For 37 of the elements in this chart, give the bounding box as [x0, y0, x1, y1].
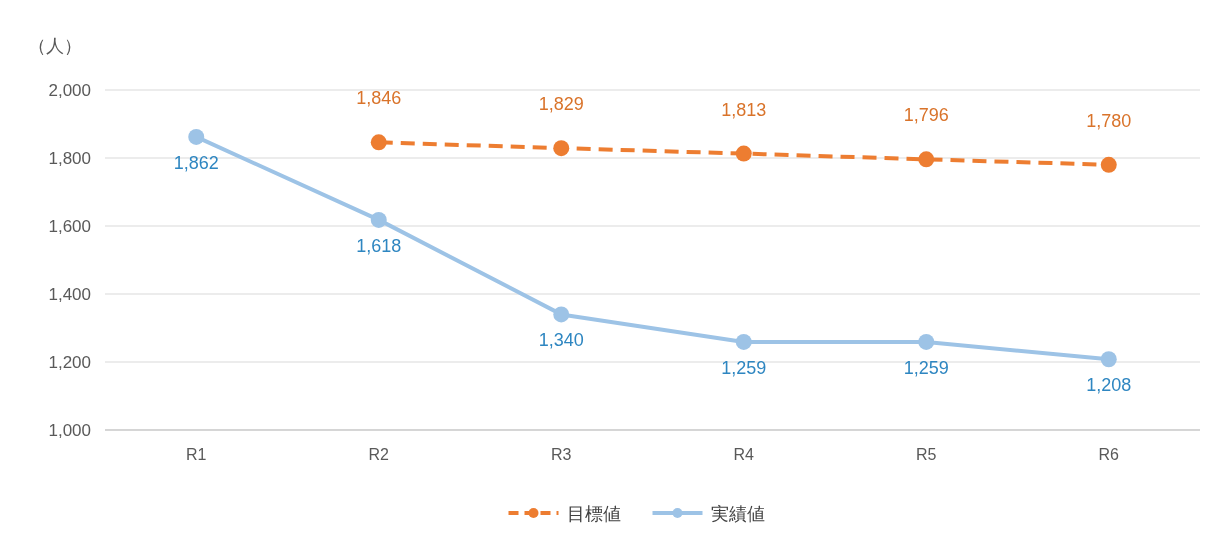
data-label: 1,846 — [356, 88, 402, 109]
legend-label: 実績値 — [710, 504, 765, 524]
point — [553, 140, 570, 157]
point — [1100, 156, 1117, 173]
x-tick-label: R5 — [916, 446, 937, 463]
x-tick-label: R4 — [733, 446, 755, 463]
data-label: 1,618 — [356, 235, 402, 256]
data-label: 1,780 — [1086, 110, 1132, 131]
point — [553, 306, 570, 323]
data-label: 1,340 — [538, 330, 584, 351]
data-label: 1,208 — [1086, 375, 1132, 396]
data-label: 1,259 — [721, 357, 767, 378]
y-tick-label: 2,000 — [48, 81, 91, 100]
x-tick-label: R2 — [368, 446, 390, 463]
point — [188, 128, 205, 145]
data-label: 1,259 — [903, 357, 949, 378]
point — [370, 211, 387, 228]
legend-label: 目標値 — [566, 504, 621, 524]
point — [735, 333, 752, 350]
point — [735, 145, 752, 162]
data-label: 1,829 — [538, 94, 584, 115]
y-tick-label: 1,600 — [48, 217, 91, 236]
y-tick-label: 1,800 — [48, 149, 91, 168]
x-tick-label: R3 — [551, 446, 572, 463]
point — [918, 333, 935, 350]
data-label: 1,796 — [903, 105, 949, 126]
point — [1100, 351, 1117, 368]
y-axis-title: （人） — [28, 36, 82, 56]
point — [370, 134, 387, 151]
x-tick-label: R1 — [186, 446, 207, 463]
data-label: 1,813 — [721, 99, 767, 120]
x-tick-label: R6 — [1098, 446, 1120, 463]
y-tick-label: 1,400 — [48, 285, 91, 304]
point — [918, 151, 935, 168]
data-label: 1,862 — [173, 152, 219, 173]
y-tick-label: 1,200 — [48, 353, 91, 372]
y-tick-label: 1,000 — [48, 421, 91, 440]
